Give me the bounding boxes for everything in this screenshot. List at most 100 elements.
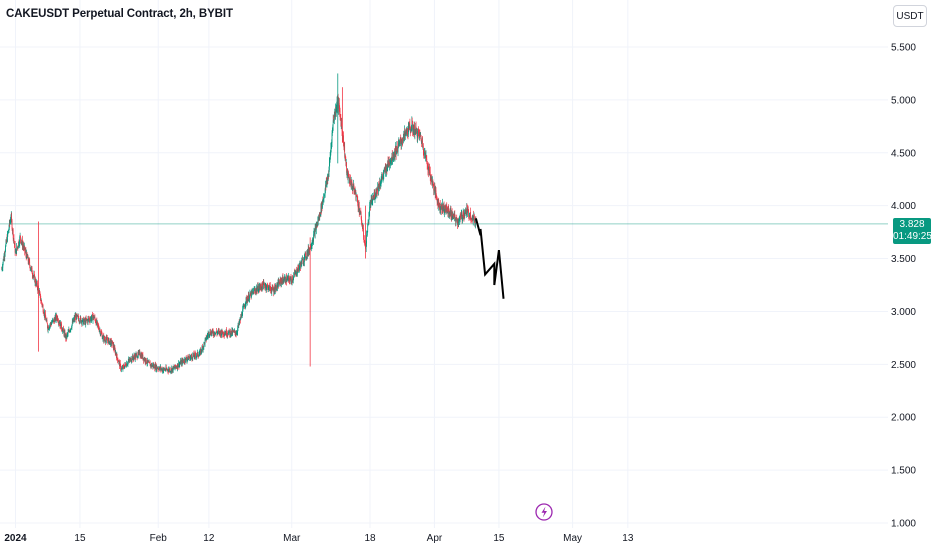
candle-body <box>174 367 176 369</box>
candle-body <box>313 232 315 235</box>
candle-body <box>426 163 428 165</box>
candle-body <box>193 356 195 358</box>
candle-body <box>359 211 360 213</box>
time-axis[interactable]: 2024 15 Feb 12 Mar 18 Apr 15 May 13 <box>4 533 633 544</box>
candle-body <box>442 208 444 210</box>
candle-body <box>202 346 204 350</box>
candle-body <box>104 338 106 340</box>
candle-body <box>371 198 372 200</box>
candle-body <box>376 193 377 195</box>
candle-body <box>439 205 440 209</box>
candle-body <box>73 319 74 322</box>
lightning-icon[interactable] <box>535 503 553 521</box>
candle-body <box>44 312 46 317</box>
candle-body <box>54 317 56 323</box>
candle-body <box>45 313 46 318</box>
candle-body <box>124 366 125 369</box>
candle-body <box>211 331 212 334</box>
candle-body <box>117 360 119 362</box>
candle-body <box>23 245 25 247</box>
candle-body <box>10 220 11 222</box>
candle-body <box>364 242 365 244</box>
candle-body <box>43 313 45 315</box>
candle-body <box>305 257 307 259</box>
candle-body <box>404 130 405 136</box>
candle-body <box>387 160 389 168</box>
candle-body <box>274 287 275 293</box>
candle-body <box>149 363 151 367</box>
candle-body <box>358 203 359 208</box>
candle-body <box>31 267 33 274</box>
candle-body <box>437 199 439 206</box>
candle-body <box>240 316 242 318</box>
candle-body <box>63 330 65 335</box>
candle-body <box>12 229 14 239</box>
candle-body <box>398 142 400 144</box>
candle-body <box>134 356 136 360</box>
candle-body <box>280 280 282 284</box>
candle-body <box>157 368 159 369</box>
candle-body <box>151 365 153 367</box>
candle-body <box>458 222 459 224</box>
candle-body <box>186 359 187 361</box>
candle-body <box>282 279 284 283</box>
candle-body <box>154 364 156 369</box>
candle-body <box>15 249 17 253</box>
candle-body <box>217 330 219 333</box>
candle-body <box>373 198 374 199</box>
candle-body <box>211 329 213 332</box>
candle-body <box>371 200 373 203</box>
candle-body <box>423 153 425 155</box>
candle-body <box>259 285 260 289</box>
candle-body <box>244 305 246 308</box>
candle-body <box>117 361 119 362</box>
candle-body <box>112 341 114 348</box>
candle-body <box>422 141 423 147</box>
candle-body <box>445 205 447 211</box>
candle-body <box>424 150 426 152</box>
candle-body <box>60 322 61 326</box>
candle-body <box>389 161 391 165</box>
candle-body <box>218 330 219 332</box>
candle-body <box>230 330 232 335</box>
candle-body <box>462 213 464 218</box>
candle-body <box>168 368 170 370</box>
candle-body <box>236 333 237 335</box>
candle-body <box>434 187 436 188</box>
candle-body <box>175 366 177 368</box>
candle-body <box>370 201 372 208</box>
candle-body <box>152 364 153 366</box>
candle-body <box>205 338 206 340</box>
candle-body <box>47 327 49 330</box>
candle-body <box>59 323 60 325</box>
candle-body <box>438 199 440 204</box>
candle-body <box>58 322 60 324</box>
candle-body <box>457 220 459 224</box>
candle-body <box>16 246 18 249</box>
candle-body <box>56 317 58 319</box>
candle-body <box>447 210 449 215</box>
candle-body <box>107 339 109 344</box>
currency-button[interactable]: USDT <box>893 5 927 27</box>
candle-body <box>98 329 100 332</box>
candle-body <box>434 187 436 196</box>
candle-body <box>410 129 412 131</box>
candle-body <box>275 286 277 290</box>
candle-body <box>213 333 214 335</box>
candle-body <box>128 359 130 361</box>
price-axis[interactable]: 5.500 5.000 4.500 4.000 3.500 3.000 2.500 2.000… <box>891 43 916 530</box>
candle-body <box>17 246 18 249</box>
candle-body <box>204 339 206 345</box>
candle-body <box>461 213 463 215</box>
candle-body <box>277 285 278 288</box>
candle-body <box>58 322 60 324</box>
candle-body <box>169 368 170 371</box>
candle-body <box>161 368 163 370</box>
candle-body <box>384 169 385 171</box>
candle-body <box>218 330 220 332</box>
candle-body <box>158 369 160 371</box>
candle-body <box>2 267 3 269</box>
candle-body <box>312 240 314 243</box>
candle-body <box>457 220 459 225</box>
